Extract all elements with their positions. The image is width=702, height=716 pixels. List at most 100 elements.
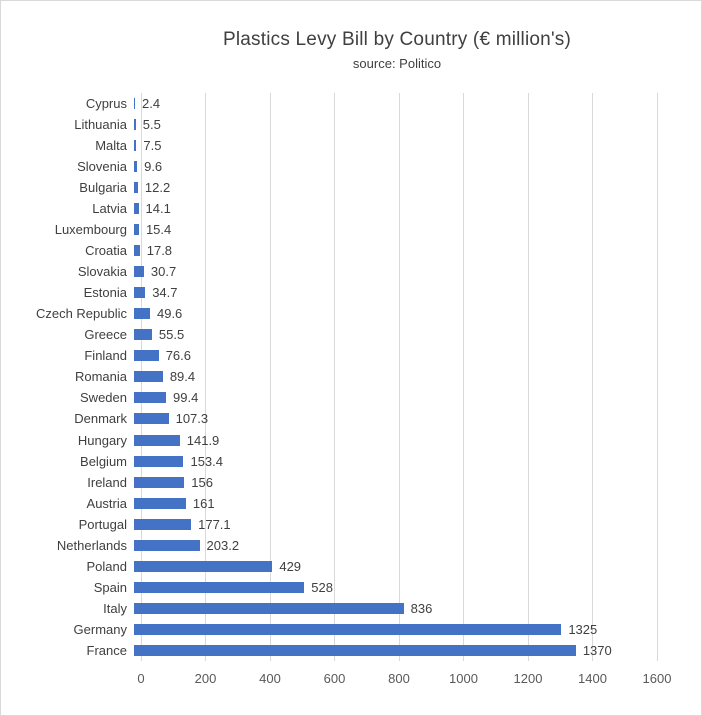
bar-row: Sweden 99.4 (1, 387, 701, 408)
x-axis: 0 200 400 600 800 1000 1200 1400 1600 (137, 671, 671, 689)
x-tick-label: 1400 (578, 671, 607, 686)
value-label: 141.9 (186, 432, 220, 448)
x-tick-label: 200 (194, 671, 217, 686)
bar (134, 623, 562, 635)
bar-track: 14.1 (134, 198, 650, 219)
value-label: 30.7 (150, 264, 177, 280)
bar-row: Denmark 107.3 (1, 408, 701, 429)
bar-track: 17.8 (134, 240, 650, 261)
bar (134, 581, 305, 593)
value-label: 9.6 (144, 159, 163, 175)
bar (134, 434, 180, 446)
bar-track: 89.4 (134, 366, 650, 387)
category-label: Austria (86, 495, 127, 511)
category-label: Cyprus (85, 96, 127, 112)
gridline (269, 93, 271, 661)
bar-row: Italy 836 (1, 598, 701, 619)
bar-row: Latvia 14.1 (1, 198, 701, 219)
gridline (334, 93, 335, 661)
value-label: 12.2 (144, 180, 171, 196)
value-label: 17.8 (146, 243, 173, 259)
bar-row: Estonia 34.7 (1, 282, 701, 303)
bar (134, 392, 167, 404)
bar (134, 371, 163, 383)
value-label: 1325 (568, 621, 598, 637)
bar-track: 15.4 (134, 219, 650, 240)
bar-row: Slovakia 30.7 (1, 261, 701, 282)
bar-row: Bulgaria 12.2 (1, 177, 701, 198)
value-label: 76.6 (165, 348, 192, 364)
bar-row: Luxembourg 15.4 (1, 219, 701, 240)
bar-row: Malta 7.5 (1, 135, 701, 156)
category-label: Ireland (87, 474, 127, 490)
category-label: Spain (93, 579, 127, 595)
bar-track: 161 (134, 493, 650, 514)
bar-track: 7.5 (134, 135, 650, 156)
x-tick-label: 600 (323, 671, 346, 686)
bar (134, 119, 136, 131)
category-label: Sweden (80, 390, 127, 406)
value-label: 528 (311, 579, 333, 595)
category-label: Finland (84, 348, 127, 364)
bar-track: 203.2 (134, 535, 650, 556)
bar-row: Poland 429 (1, 556, 701, 577)
bar-track: 153.4 (134, 451, 650, 472)
x-tick-label: 1600 (642, 671, 672, 686)
category-label: Slovakia (77, 264, 127, 280)
value-label: 89.4 (169, 369, 196, 385)
category-label: Hungary (77, 432, 127, 448)
category-label: Malta (95, 138, 127, 154)
gridline (205, 93, 206, 661)
value-label: 836 (410, 600, 433, 616)
value-label: 5.5 (142, 117, 161, 133)
bar (134, 560, 273, 572)
value-label: 1370 (582, 642, 612, 658)
bar (134, 602, 404, 614)
bar-track: 12.2 (134, 177, 650, 198)
bar (134, 182, 138, 194)
category-label: Bulgaria (79, 180, 127, 196)
value-label: 2.4 (142, 96, 161, 112)
bar-row: Germany 1325 (1, 619, 701, 640)
bar-track: 836 (134, 598, 650, 619)
category-label: Luxembourg (54, 222, 127, 238)
bar (134, 350, 159, 362)
bar-row: Spain 528 (1, 577, 701, 598)
category-label: Romania (74, 369, 127, 385)
category-label: Germany (73, 621, 127, 637)
bar (134, 476, 185, 488)
gridline (592, 93, 593, 661)
bar-row: Belgium 153.4 (1, 451, 701, 472)
value-label: 99.4 (173, 390, 199, 406)
value-label: 49.6 (156, 306, 183, 322)
bar (134, 224, 139, 236)
bar-track: 55.5 (134, 324, 650, 345)
category-label: Lithuania (74, 117, 127, 133)
bar (134, 455, 184, 467)
bar-track: 528 (134, 577, 650, 598)
bar (134, 329, 152, 341)
value-label: 429 (279, 558, 302, 574)
category-label: Slovenia (77, 159, 127, 175)
value-label: 156 (191, 474, 213, 490)
bar (134, 245, 140, 257)
chart-subtitle: source: Politico (352, 56, 442, 71)
bar-track: 49.6 (134, 303, 650, 324)
x-tick-label: 1000 (449, 671, 478, 686)
bar-track: 34.7 (134, 282, 650, 303)
bar-track: 76.6 (134, 345, 650, 366)
bar-track: 99.4 (134, 387, 650, 408)
bar-track: 2.4 (134, 93, 650, 114)
category-label: France (86, 642, 127, 658)
bar (134, 518, 192, 530)
category-label: Netherlands (56, 537, 127, 553)
category-label: Croatia (85, 243, 127, 259)
category-label: Greece (84, 327, 127, 343)
bar-rows: Cyprus 2.4 Lithuania 5.5 Malta 7.5 Slovenia 9.6… (1, 93, 701, 661)
value-label: 153.4 (190, 453, 224, 469)
bar-track: 429 (134, 556, 650, 577)
x-tick-label: 400 (259, 671, 281, 686)
value-label: 177.1 (198, 516, 231, 532)
chart-header: Plastics Levy Bill by Country (€ million… (95, 29, 699, 71)
